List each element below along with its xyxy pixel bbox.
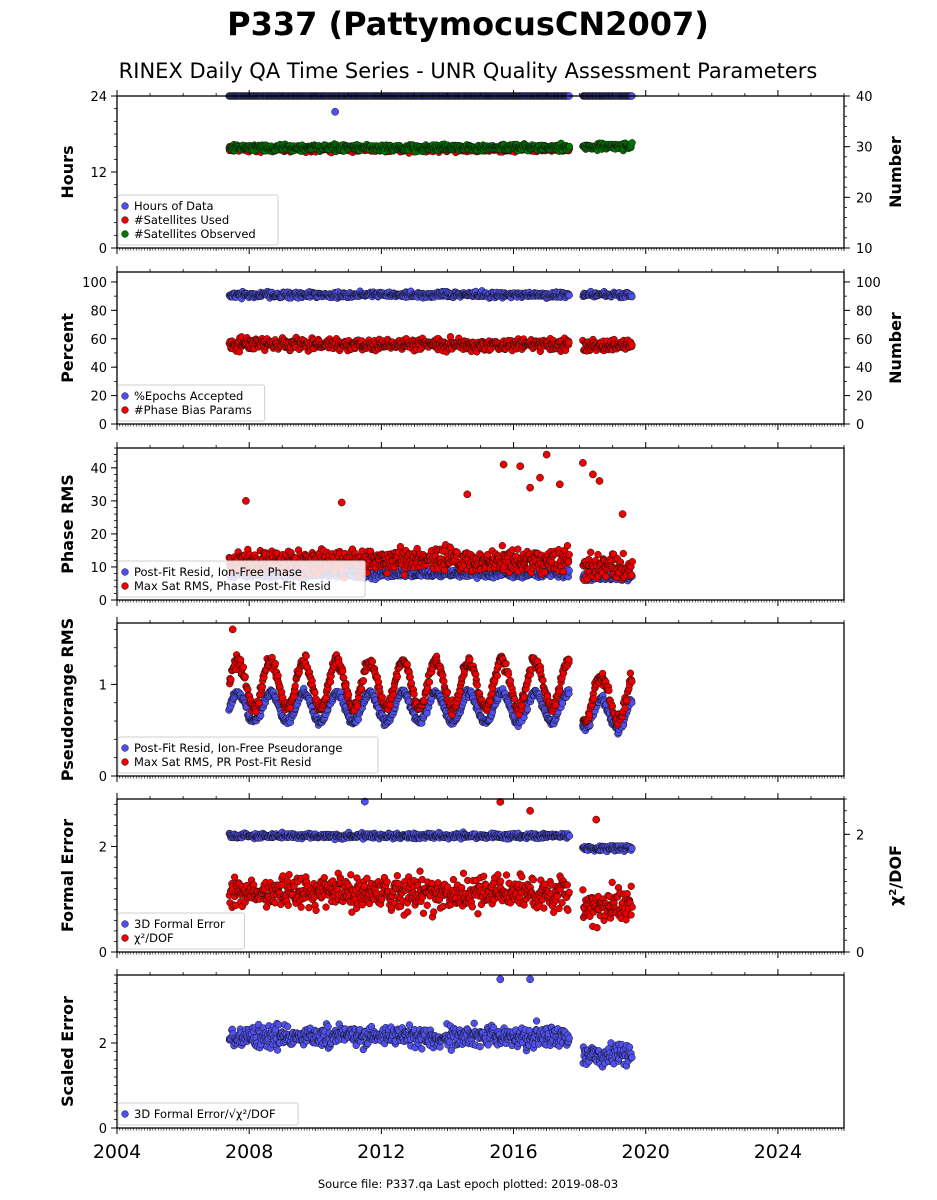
ytick-label: 12 bbox=[90, 166, 107, 181]
ytick-label: 24 bbox=[90, 90, 107, 105]
data-point bbox=[565, 291, 573, 299]
ytick-right-label: 20 bbox=[856, 191, 873, 206]
series-1 bbox=[225, 287, 636, 303]
series-3 bbox=[225, 139, 636, 156]
legend-label: #Satellites Used bbox=[134, 213, 229, 227]
panel-2: 0 20 40 60 80 100 0 20 40 60 80 100 Number Percent %Ep… bbox=[58, 266, 905, 433]
plot-area bbox=[225, 287, 636, 356]
ytick-right-label: 80 bbox=[856, 304, 873, 319]
data-point bbox=[628, 341, 636, 349]
ytick-right-label: 30 bbox=[856, 141, 873, 156]
ytick-right-label: 10 bbox=[856, 242, 873, 257]
ytick-label: 0 bbox=[99, 418, 107, 433]
left-axis-label: Percent bbox=[58, 313, 77, 383]
legend-marker bbox=[121, 216, 129, 224]
left-axis-label: Hours bbox=[58, 145, 77, 198]
data-point bbox=[565, 142, 574, 151]
data-point bbox=[565, 339, 573, 347]
ytick-right-label: 0 bbox=[856, 418, 864, 433]
right-axis-label: Number bbox=[886, 312, 905, 384]
ytick-right-label: 20 bbox=[856, 390, 873, 405]
ytick-label: 20 bbox=[90, 390, 107, 405]
ytick-right-label: 40 bbox=[856, 90, 873, 105]
legend-marker bbox=[121, 230, 129, 238]
legend-label: #Satellites Observed bbox=[134, 227, 256, 241]
ytick-right-label: 100 bbox=[856, 276, 881, 291]
outlier-point bbox=[331, 107, 339, 116]
right-axis-label: Number bbox=[886, 136, 905, 208]
legend: %Epochs Accepted#Phase Bias Params bbox=[117, 384, 266, 422]
legend-marker bbox=[121, 406, 129, 414]
legend-marker bbox=[121, 392, 129, 400]
figure-title: P337 (PattymocusCN2007) bbox=[227, 5, 709, 43]
legend-label: #Phase Bias Params bbox=[134, 403, 252, 417]
ytick-label: 100 bbox=[82, 276, 107, 291]
ytick-right-label: 40 bbox=[856, 361, 873, 376]
legend-label: %Epochs Accepted bbox=[134, 389, 243, 403]
ytick-label: 60 bbox=[90, 333, 107, 348]
ytick-label: 40 bbox=[90, 361, 107, 376]
figure-subtitle: RINEX Daily QA Time Series - UNR Quality… bbox=[119, 59, 818, 83]
data-point bbox=[628, 293, 636, 301]
data-point bbox=[628, 139, 636, 147]
legend-marker bbox=[121, 202, 129, 210]
ytick-right-label: 60 bbox=[856, 333, 873, 348]
series-2 bbox=[225, 333, 636, 356]
ytick-label: 80 bbox=[90, 304, 107, 319]
ytick-label: 0 bbox=[99, 242, 107, 257]
plot-area bbox=[225, 92, 636, 157]
legend: Hours of Data#Satellites Used#Satellites… bbox=[117, 194, 279, 246]
legend-label: Hours of Data bbox=[134, 199, 214, 213]
